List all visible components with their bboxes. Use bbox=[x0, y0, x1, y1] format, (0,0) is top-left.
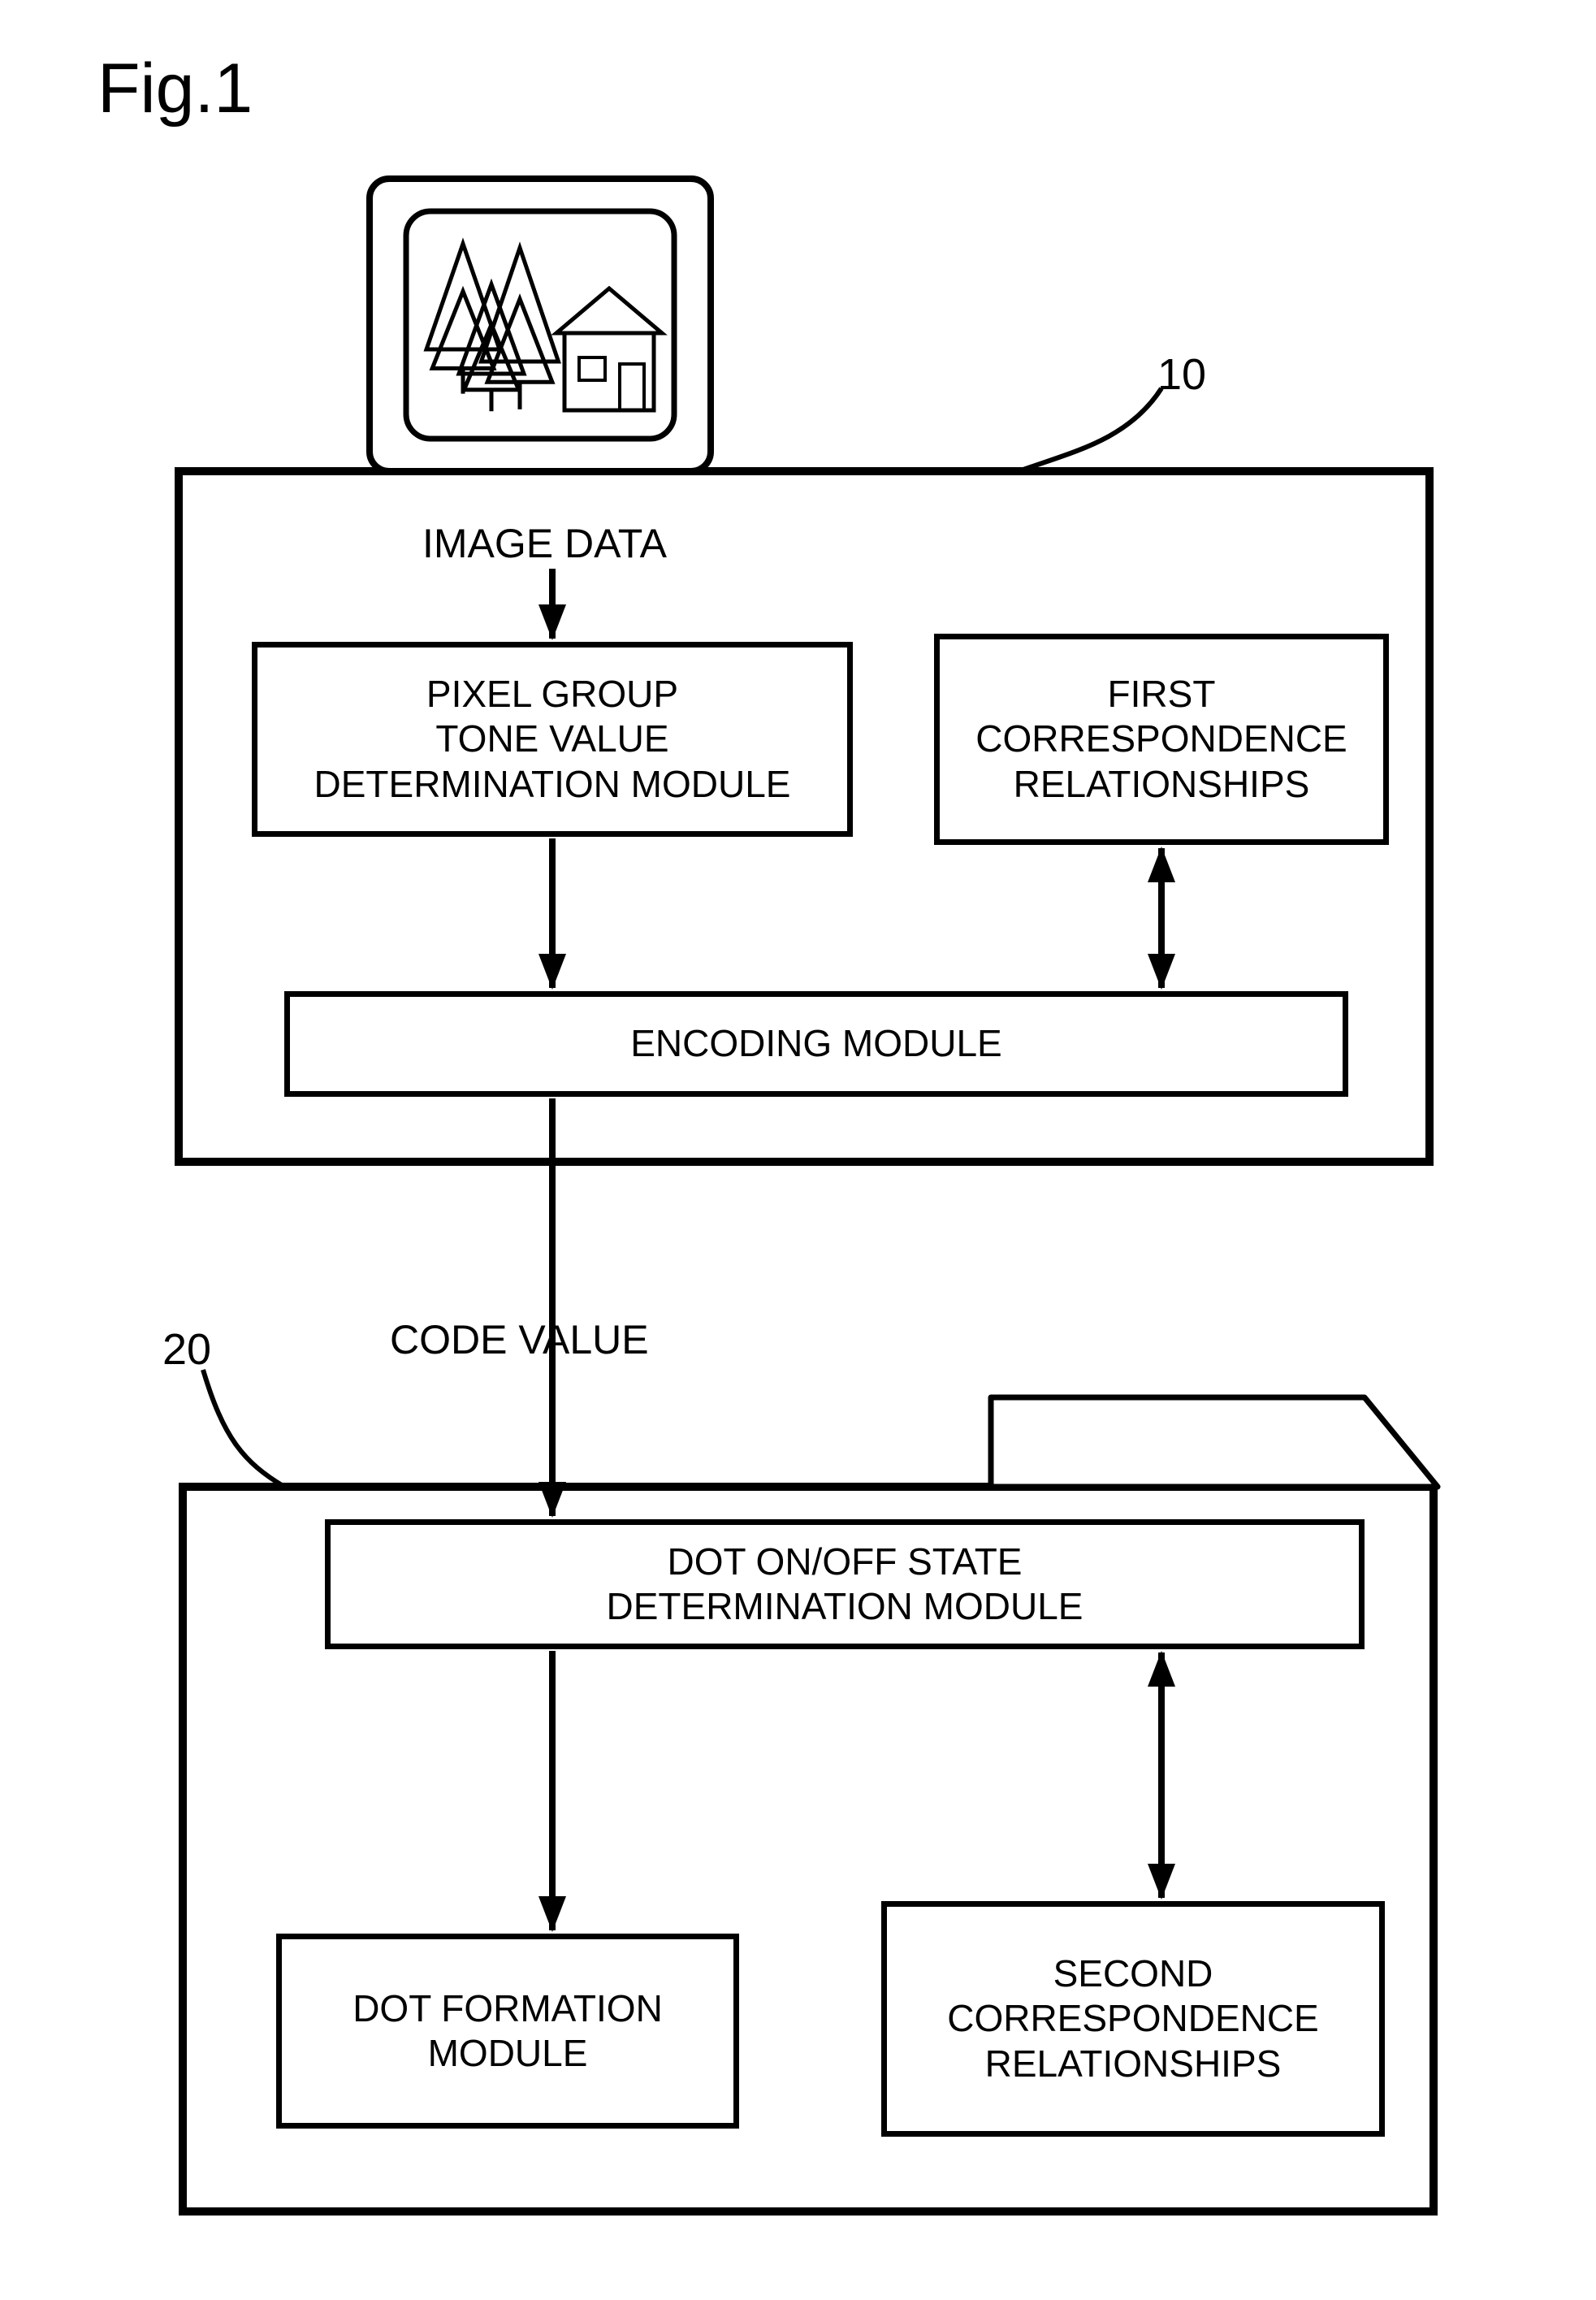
first-correspondence-box: FIRST CORRESPONDENCE RELATIONSHIPS bbox=[934, 634, 1389, 845]
pixel-group-module-box: PIXEL GROUP TONE VALUE DETERMINATION MOD… bbox=[252, 642, 853, 837]
first-correspondence-label: FIRST CORRESPONDENCE RELATIONSHIPS bbox=[975, 672, 1347, 807]
image-data-label: IMAGE DATA bbox=[422, 520, 667, 567]
dot-state-module-box: DOT ON/OFF STATE DETERMINATION MODULE bbox=[325, 1519, 1365, 1649]
figure-canvas: Fig.1 PIXEL GROUP TONE VALUE DETERMINATI… bbox=[0, 0, 1596, 2300]
encoding-module-label: ENCODING MODULE bbox=[630, 1021, 1001, 1066]
dot-formation-module-box: DOT FORMATION MODULE bbox=[276, 1934, 739, 2129]
second-correspondence-box: SECOND CORRESPONDENCE RELATIONSHIPS bbox=[881, 1901, 1385, 2137]
dot-formation-module-label: DOT FORMATION MODULE bbox=[353, 1986, 663, 2076]
code-value-label: CODE VALUE bbox=[390, 1316, 649, 1363]
encoding-module-box: ENCODING MODULE bbox=[284, 991, 1348, 1097]
figure-title: Fig.1 bbox=[97, 49, 253, 129]
reference-20-label: 20 bbox=[162, 1324, 211, 1375]
pixel-group-module-label: PIXEL GROUP TONE VALUE DETERMINATION MOD… bbox=[314, 672, 791, 807]
reference-10-label: 10 bbox=[1157, 349, 1206, 400]
dot-state-module-label: DOT ON/OFF STATE DETERMINATION MODULE bbox=[607, 1540, 1083, 1629]
second-correspondence-label: SECOND CORRESPONDENCE RELATIONSHIPS bbox=[947, 1951, 1319, 2086]
